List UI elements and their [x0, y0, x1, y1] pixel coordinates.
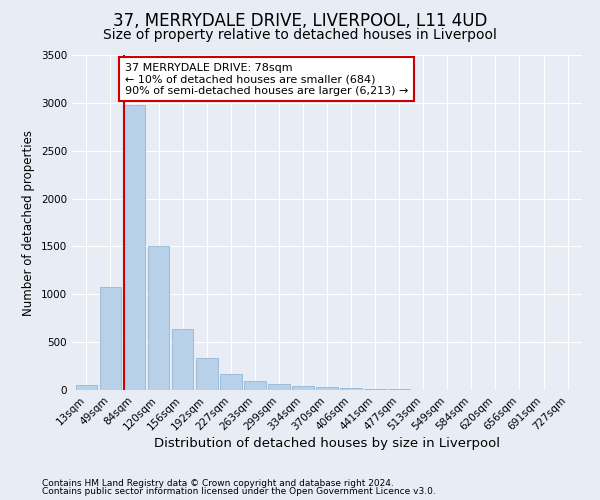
Text: Size of property relative to detached houses in Liverpool: Size of property relative to detached ho…: [103, 28, 497, 42]
Text: Contains public sector information licensed under the Open Government Licence v3: Contains public sector information licen…: [42, 487, 436, 496]
Bar: [364, 388, 386, 390]
Bar: [244, 382, 266, 390]
Bar: [268, 384, 290, 390]
X-axis label: Distribution of detached houses by size in Liverpool: Distribution of detached houses by size …: [154, 438, 500, 450]
Text: 37, MERRYDALE DRIVE, LIVERPOOL, L11 4UD: 37, MERRYDALE DRIVE, LIVERPOOL, L11 4UD: [113, 12, 487, 30]
Text: 37 MERRYDALE DRIVE: 78sqm
← 10% of detached houses are smaller (684)
90% of semi: 37 MERRYDALE DRIVE: 78sqm ← 10% of detac…: [125, 62, 408, 96]
Bar: [316, 387, 338, 390]
Text: Contains HM Land Registry data © Crown copyright and database right 2024.: Contains HM Land Registry data © Crown c…: [42, 478, 394, 488]
Bar: [100, 286, 121, 390]
Bar: [388, 389, 410, 390]
Bar: [196, 358, 218, 390]
Bar: [124, 105, 145, 390]
Bar: [340, 388, 362, 390]
Bar: [172, 328, 193, 390]
Bar: [292, 386, 314, 390]
Y-axis label: Number of detached properties: Number of detached properties: [22, 130, 35, 316]
Bar: [148, 246, 169, 390]
Bar: [220, 374, 242, 390]
Bar: [76, 385, 97, 390]
